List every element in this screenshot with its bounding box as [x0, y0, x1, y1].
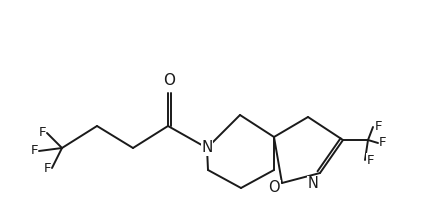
Text: F: F: [30, 145, 38, 157]
Text: F: F: [366, 153, 374, 167]
Text: F: F: [374, 121, 382, 133]
Text: N: N: [308, 176, 318, 191]
Text: F: F: [43, 162, 51, 174]
Text: O: O: [163, 72, 175, 88]
Text: N: N: [201, 141, 213, 155]
Text: F: F: [379, 136, 387, 149]
Text: F: F: [38, 127, 46, 140]
Text: O: O: [268, 181, 280, 195]
